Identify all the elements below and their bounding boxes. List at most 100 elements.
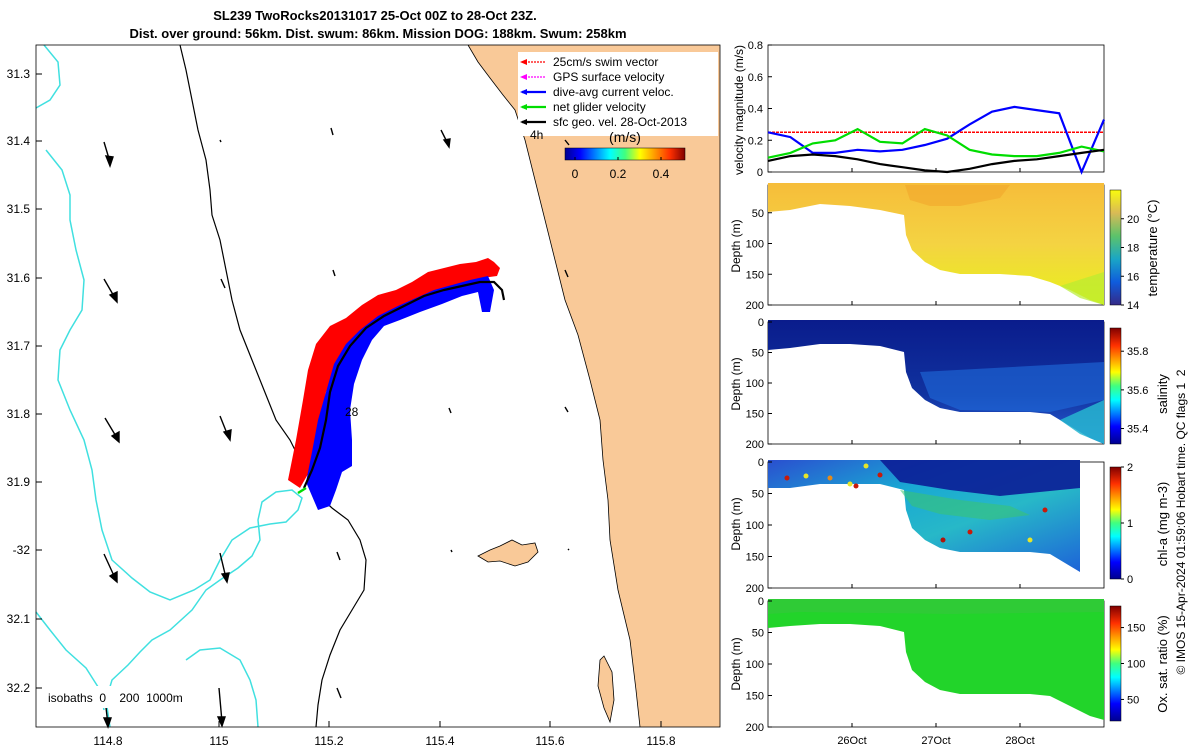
legend-arrowhead: [520, 74, 527, 80]
chla-depth-tick-label: 100: [746, 520, 764, 532]
salinity-colorbar: [1109, 327, 1122, 445]
temperature-ylabel: Depth (m): [729, 219, 743, 272]
salinity-mid-layer: [920, 362, 1104, 412]
oxygen-cbar-tick-label: 100: [1127, 659, 1145, 671]
coastline: [467, 44, 641, 728]
time-tick-label: 26Oct: [837, 735, 866, 747]
temperature-section: [768, 183, 1104, 305]
map-colorbar: (m/s): [564, 129, 686, 161]
velocity-series-line: [767, 127, 1105, 159]
lat-tick-label: 31.3: [7, 67, 31, 81]
lon-tick-label: 115: [209, 734, 228, 748]
temperature-depth-tick-label: 200: [746, 300, 764, 312]
salinity-cbar-tick-label: 35.8: [1127, 346, 1148, 358]
salinity-cbar-label: salinity: [1155, 374, 1170, 414]
legend-arrowhead: [520, 59, 527, 65]
salinity-depth-tick-label: 50: [752, 348, 764, 360]
oxygen-cbar-tick-label: 50: [1127, 694, 1139, 706]
temperature-cbar-tick-label: 16: [1127, 271, 1139, 283]
legend-label: dive-avg current veloc.: [553, 85, 674, 99]
velocity-ytick-label: 0.8: [748, 40, 763, 52]
chla-depth-tick-label: 0: [758, 457, 764, 469]
isobath-200m: [179, 44, 367, 728]
temperature-warm-core: [905, 185, 1010, 206]
velocity-panel: [767, 44, 1106, 175]
land-mass: [468, 45, 720, 727]
text-labels: velocity magnitude (m/s) Depth (m) Depth…: [729, 45, 1188, 713]
salinity-cbar-tick-label: 35.6: [1127, 385, 1148, 397]
lat-tick-label: 31.4: [7, 134, 31, 148]
salinity-cbar-tick-label: 35.4: [1127, 424, 1148, 436]
chla-cbar-tick-label: 1: [1127, 518, 1133, 530]
salinity-depth-tick-label: 0: [758, 317, 764, 329]
isobaths-legend-box: [40, 686, 218, 708]
oxygen-depth-tick-label: 200: [746, 722, 764, 734]
salinity-depth-tick-label: 150: [746, 409, 764, 421]
legend-label: net glider velocity: [553, 100, 646, 114]
lat-tick-label: 31.7: [7, 339, 31, 353]
oxygen-section: [768, 599, 1104, 720]
chla-mid-high: [900, 490, 1030, 520]
chla-depth-tick-label: 150: [746, 552, 764, 564]
temperature-depth-tick-label: 50: [752, 208, 764, 220]
legend-label: 25cm/s swim vector: [553, 55, 658, 69]
lon-tick-label: 115.8: [646, 734, 675, 748]
chla-cbar-tick-label: 0: [1127, 574, 1133, 586]
lat-tick-label: 31.8: [7, 407, 31, 421]
lon-tick-label: 115.6: [535, 734, 564, 748]
time-tick-label: 27Oct: [921, 735, 950, 747]
salinity-panel: [767, 320, 1122, 445]
oxygen-depth-tick-label: 50: [752, 628, 764, 640]
chla-outlier-points: [784, 463, 1048, 543]
temperature-depth-tick-label: 150: [746, 269, 764, 281]
footer-vertical: © IMOS 15-Apr-2024 01:59:06 Hobart time.…: [1174, 369, 1188, 674]
temperature-cbar-label: temperature (°C): [1145, 200, 1160, 297]
lon-tick-label: 114.8: [93, 734, 122, 748]
chla-panel: [767, 460, 1122, 589]
temperature-cbar-tick-label: 18: [1127, 243, 1139, 255]
map-panel: 4h 28 (m/s) isobaths 0 200 1000m: [35, 44, 721, 729]
map-legend: [518, 52, 718, 136]
colorbar-tick-label: 0.4: [653, 167, 670, 181]
marker-28: 28: [345, 405, 359, 419]
chla-depth-tick-label: 50: [752, 489, 764, 501]
temperature-cbar-tick-label: 20: [1127, 214, 1139, 226]
oxygen-surface-layer: [768, 599, 1104, 614]
legend-label: sfc geo. vel. 28-Oct-2013: [553, 115, 687, 129]
generated-elements: 31.3 31.4 31.5 31.6 31.7 31.8 31.9 -32 32.1 32.2 1…: [7, 40, 1149, 748]
legend-arrowhead: [520, 89, 527, 95]
chla-ylabel: Depth (m): [729, 497, 743, 550]
oxygen-cbar-tick-label: 150: [1127, 623, 1145, 635]
lon-tick-label: 115.4: [425, 734, 454, 748]
temperature-cbar-tick-label: 14: [1127, 300, 1139, 312]
colorbar-tick-label: 0.2: [610, 167, 627, 181]
salinity-depth-tick-label: 200: [746, 439, 764, 451]
lat-tick-label: 31.6: [7, 271, 31, 285]
velocity-ytick-label: 0.2: [748, 135, 763, 147]
velocity-ylabel: velocity magnitude (m/s): [732, 45, 746, 175]
oxygen-ylabel: Depth (m): [729, 637, 743, 690]
geostrophic-arrows: [102, 127, 570, 729]
colorbar-gradient: [564, 147, 686, 161]
header-line-2: Dist. over ground: 56km. Dist. swum: 86k…: [129, 26, 626, 41]
colorbar-unit: (m/s): [609, 129, 641, 145]
oxygen-panel: [767, 599, 1122, 728]
velocity-series-line: [767, 105, 1106, 175]
oxygen-colorbar: [1109, 605, 1122, 722]
lat-tick-label: 31.5: [7, 202, 31, 216]
lat-tick-label: 31.9: [7, 475, 31, 489]
velocity-ytick-label: 0.6: [748, 72, 763, 84]
lat-tick-label: -32: [13, 543, 31, 557]
isobaths-label: isobaths 0 200 1000m: [48, 691, 183, 705]
current-vectors-band: [306, 276, 494, 510]
chla-depth-tick-label: 200: [746, 583, 764, 595]
island-garden: [597, 655, 615, 724]
oxygen-depth-tick-label: 0: [758, 596, 764, 608]
legend-arrowhead: [520, 119, 527, 125]
lat-tick-label: 32.2: [7, 681, 31, 695]
lat-tick-label: 32.1: [7, 612, 31, 626]
lon-tick-label: 115.2: [314, 734, 343, 748]
glider-path: [302, 280, 506, 489]
chla-cbar-label: chl-a (mg m-3): [1155, 482, 1170, 567]
